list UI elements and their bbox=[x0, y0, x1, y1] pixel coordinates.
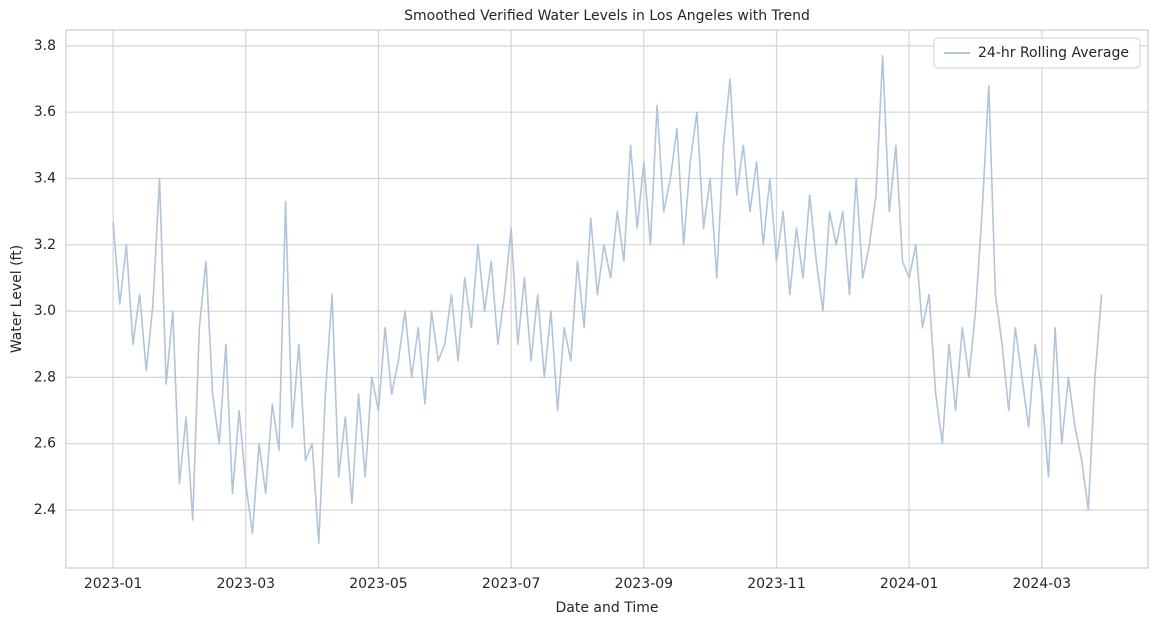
x-tick-label: 2023-11 bbox=[747, 576, 806, 592]
y-tick-label: 3.6 bbox=[34, 104, 56, 120]
line-series bbox=[112, 55, 1103, 544]
x-tick-label: 2023-05 bbox=[349, 576, 408, 592]
x-tick-label: 2024-01 bbox=[880, 576, 939, 592]
y-tick-label: 2.4 bbox=[34, 502, 56, 518]
x-tick-label: 2023-03 bbox=[217, 576, 276, 592]
x-tick-label: 2023-07 bbox=[482, 576, 541, 592]
y-tick-label: 3.4 bbox=[34, 171, 56, 187]
y-axis-label: Water Level (ft) bbox=[9, 245, 25, 353]
y-tick-label: 2.8 bbox=[34, 369, 56, 385]
y-tick-label: 2.6 bbox=[34, 436, 56, 452]
x-tick-label: 2024-03 bbox=[1013, 576, 1072, 592]
chart-title: Smoothed Verified Water Levels in Los An… bbox=[404, 8, 810, 24]
x-axis-label: Date and Time bbox=[556, 600, 659, 616]
legend-label: 24-hr Rolling Average bbox=[978, 45, 1129, 61]
legend-box bbox=[933, 37, 1141, 69]
y-tick-label: 3.2 bbox=[34, 237, 56, 253]
plot-frame bbox=[65, 29, 1149, 569]
y-tick-label: 3.0 bbox=[34, 303, 56, 319]
y-tick-label: 3.8 bbox=[34, 38, 56, 54]
x-tick-label: 2023-09 bbox=[615, 576, 674, 592]
x-tick-label: 2023-01 bbox=[84, 576, 143, 592]
